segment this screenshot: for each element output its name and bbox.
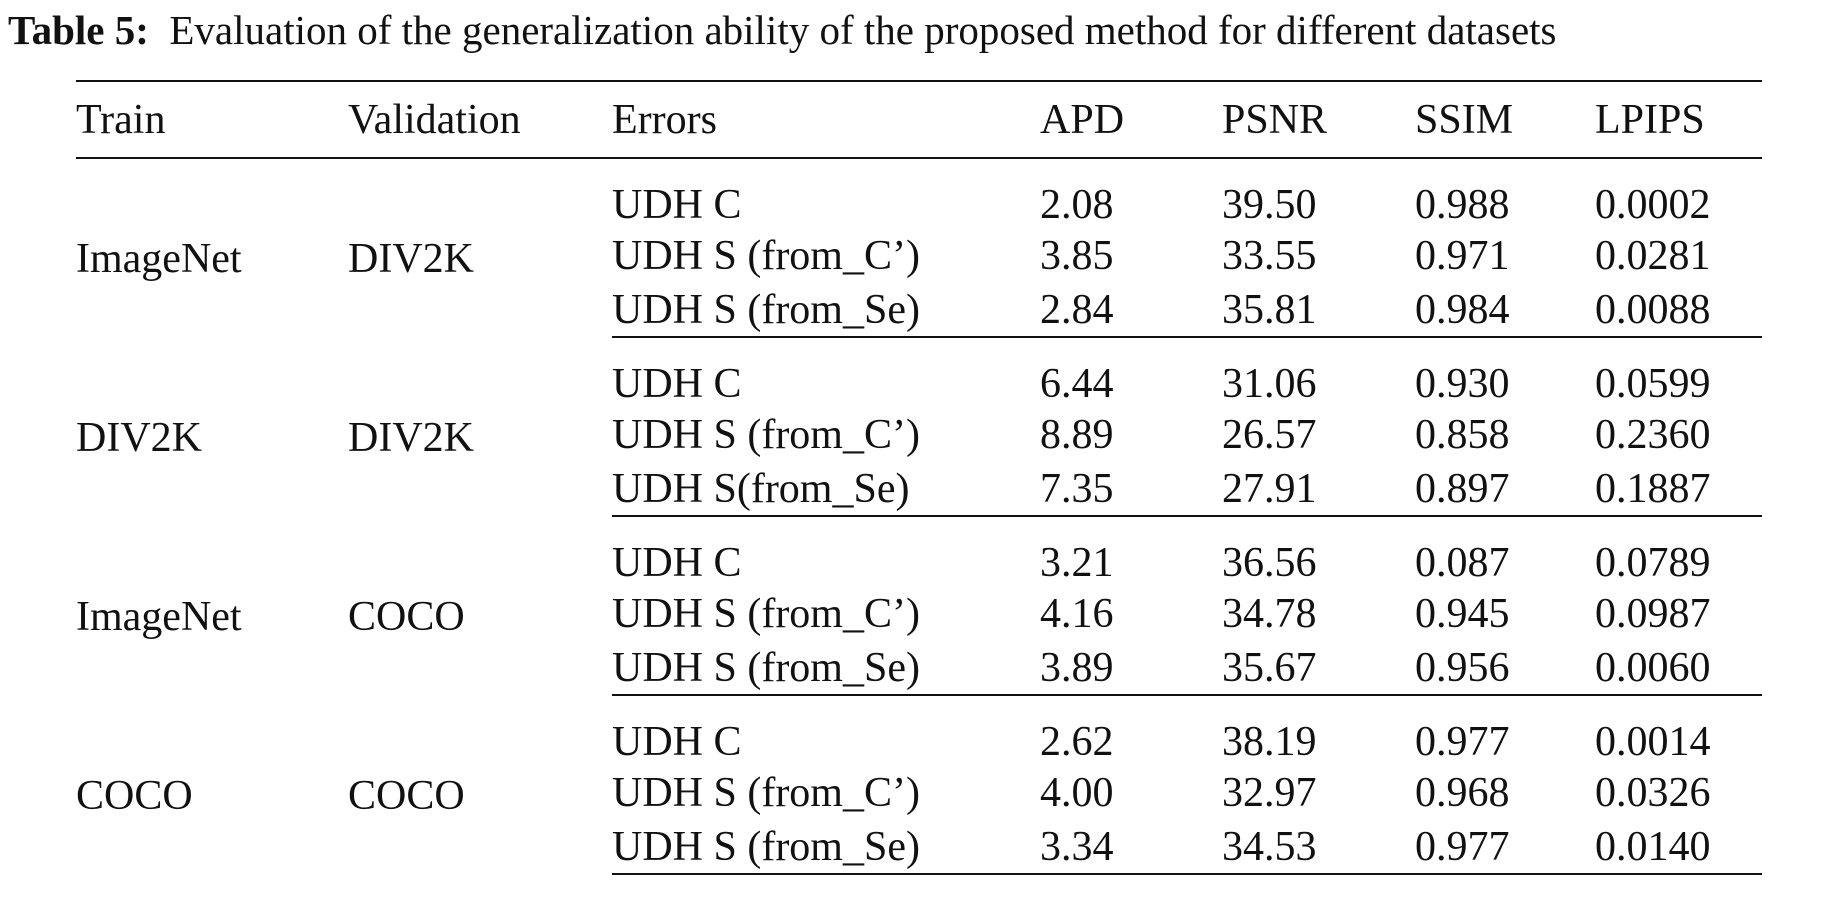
cell-errors: UDH C [612,540,742,586]
cell-train: COCO [76,772,193,819]
table-caption-text: Evaluation of the generalization ability… [169,7,1557,53]
cell-errors: UDH S (from_C’) [612,412,920,458]
cell-lpips: 0.0060 [1595,641,1762,696]
cell-psnr: 38.19 [1222,719,1317,765]
header-apd: APD [1040,80,1222,159]
header-psnr: PSNR [1222,80,1415,159]
cell-validation: DIV2K [348,414,474,461]
cell-ssim: 0.977 [1415,719,1510,765]
cell-apd: 8.89 [1040,412,1114,458]
cell-lpips: 0.1887 [1595,462,1762,517]
cell-ssim: 0.858 [1415,412,1510,458]
table-row: UDH S (from_C’) 4.16 34.78 0.945 0.0987 [76,587,1762,641]
cell-apd: 2.62 [1040,719,1114,765]
results-table: Train Validation Errors APD PSNR SSIM LP… [76,80,1762,875]
cell-psnr: 35.81 [1222,283,1415,338]
cell-apd: 4.16 [1040,591,1114,637]
table-row: COCO COCO UDH C 2.62 38.19 0.977 0.0014 [76,695,1762,819]
cell-apd: 7.35 [1040,462,1222,517]
header-ssim: SSIM [1415,80,1595,159]
cell-psnr: 39.50 [1222,182,1317,228]
table-header-row: Train Validation Errors APD PSNR SSIM LP… [76,80,1762,159]
cell-psnr: 36.56 [1222,540,1317,586]
cell-apd: 2.84 [1040,283,1222,338]
cell-psnr: 32.97 [1222,770,1317,816]
cell-errors: UDH S (from_Se) [612,820,1040,875]
table-row: UDH S (from_Se) 2.84 35.81 0.984 0.0088 [76,283,1762,338]
cell-errors: UDH C [612,719,742,765]
table-caption: Table 5: Evaluation of the generalizatio… [8,4,1556,56]
table-row: UDH S (from_C’) 3.85 33.55 0.971 0.0281 [76,229,1762,283]
cell-apd: 3.34 [1040,820,1222,875]
table-row: ImageNet DIV2K UDH C 2.08 39.50 0.988 0.0002 [76,158,1762,282]
cell-lpips: 0.0014 [1595,719,1711,765]
table-row: DIV2K DIV2K UDH C 6.44 31.06 0.930 0.0599 [76,337,1762,461]
cell-ssim: 0.977 [1415,820,1595,875]
table-row: UDH S (from_Se) 3.89 35.67 0.956 0.0060 [76,641,1762,696]
cell-ssim: 0.984 [1415,283,1595,338]
cell-apd: 4.00 [1040,770,1114,816]
cell-train: ImageNet [76,593,242,640]
cell-ssim: 0.968 [1415,770,1510,816]
cell-validation: DIV2K [348,236,474,282]
cell-psnr: 31.06 [1222,361,1317,407]
cell-validation: COCO [348,772,465,819]
cell-errors: UDH C [612,182,742,228]
cell-validation: COCO [348,593,465,640]
cell-apd: 2.08 [1040,182,1114,228]
table-row: UDH S (from_C’) 4.00 32.97 0.968 0.0326 [76,766,1762,820]
cell-lpips: 0.0987 [1595,591,1711,637]
cell-errors: UDH C [612,361,742,407]
cell-psnr: 27.91 [1222,462,1415,517]
cell-psnr: 26.57 [1222,412,1317,458]
cell-ssim: 0.897 [1415,462,1595,517]
cell-ssim: 0.945 [1415,591,1510,637]
cell-apd: 3.89 [1040,641,1222,696]
header-errors: Errors [612,80,1040,159]
table-row: UDH S (from_C’) 8.89 26.57 0.858 0.2360 [76,408,1762,462]
cell-lpips: 0.0326 [1595,770,1711,816]
cell-errors: UDH S(from_Se) [612,462,1040,517]
cell-ssim: 0.956 [1415,641,1595,696]
cell-errors: UDH S (from_Se) [612,641,1040,696]
cell-lpips: 0.0789 [1595,540,1711,586]
cell-ssim: 0.930 [1415,361,1510,407]
table-row: ImageNet COCO UDH C 3.21 36.56 0.087 0.0789 [76,516,1762,640]
cell-train: DIV2K [76,414,202,461]
cell-apd: 6.44 [1040,361,1114,407]
cell-lpips: 0.0599 [1595,361,1711,407]
cell-errors: UDH S (from_C’) [612,770,920,816]
cell-apd: 3.21 [1040,540,1114,586]
cell-errors: UDH S (from_C’) [612,591,920,637]
cell-errors: UDH S (from_Se) [612,283,1040,338]
table-caption-label: Table 5: [8,7,149,53]
cell-psnr: 33.55 [1222,233,1317,279]
cell-psnr: 34.78 [1222,591,1317,637]
header-lpips: LPIPS [1595,80,1762,159]
cell-lpips: 0.0088 [1595,283,1762,338]
cell-ssim: 0.087 [1415,540,1510,586]
cell-ssim: 0.971 [1415,233,1510,279]
header-train: Train [76,80,348,159]
table-body: ImageNet DIV2K UDH C 2.08 39.50 0.988 0.0002 UD… [76,158,1762,875]
cell-lpips: 0.0002 [1595,182,1711,228]
cell-ssim: 0.988 [1415,182,1510,228]
cell-lpips: 0.0281 [1595,233,1711,279]
cell-apd: 3.85 [1040,233,1114,279]
cell-lpips: 0.0140 [1595,820,1762,875]
header-validation: Validation [348,80,612,159]
cell-errors: UDH S (from_C’) [612,233,920,279]
cell-train: ImageNet [76,236,242,282]
cell-psnr: 35.67 [1222,641,1415,696]
cell-lpips: 0.2360 [1595,412,1711,458]
cell-psnr: 34.53 [1222,820,1415,875]
table-row: UDH S(from_Se) 7.35 27.91 0.897 0.1887 [76,462,1762,517]
table-row: UDH S (from_Se) 3.34 34.53 0.977 0.0140 [76,820,1762,875]
